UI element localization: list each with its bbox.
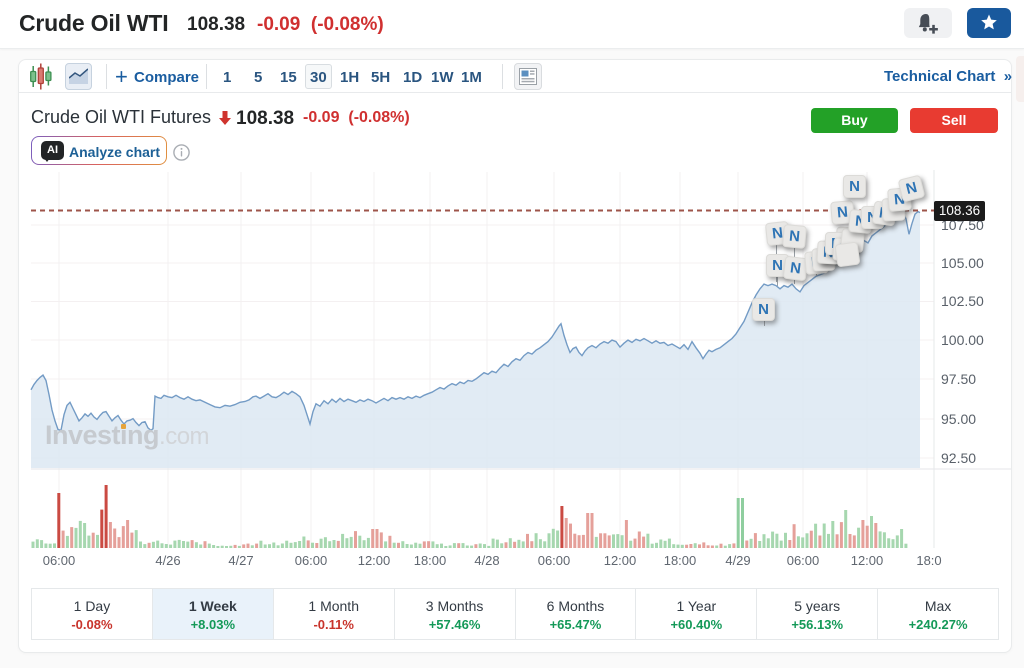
svg-text:12:00: 12:00 — [851, 553, 884, 568]
svg-text:4/27: 4/27 — [228, 553, 253, 568]
svg-text:12:00: 12:00 — [604, 553, 637, 568]
svg-text:95.00: 95.00 — [941, 411, 976, 427]
svg-text:18:00: 18:00 — [664, 553, 697, 568]
svg-text:06:00: 06:00 — [43, 553, 76, 568]
svg-text:102.50: 102.50 — [941, 293, 984, 309]
svg-text:4/28: 4/28 — [474, 553, 499, 568]
svg-text:100.00: 100.00 — [941, 332, 984, 348]
svg-text:06:00: 06:00 — [295, 553, 328, 568]
svg-text:06:00: 06:00 — [538, 553, 571, 568]
svg-text:4/26: 4/26 — [155, 553, 180, 568]
svg-text:105.00: 105.00 — [941, 255, 984, 271]
svg-text:107.50: 107.50 — [941, 217, 984, 233]
svg-text:92.50: 92.50 — [941, 450, 976, 466]
svg-text:18:0: 18:0 — [916, 553, 941, 568]
svg-text:12:00: 12:00 — [358, 553, 391, 568]
svg-text:97.50: 97.50 — [941, 371, 976, 387]
svg-text:18:00: 18:00 — [414, 553, 447, 568]
svg-text:4/29: 4/29 — [725, 553, 750, 568]
svg-text:06:00: 06:00 — [787, 553, 820, 568]
